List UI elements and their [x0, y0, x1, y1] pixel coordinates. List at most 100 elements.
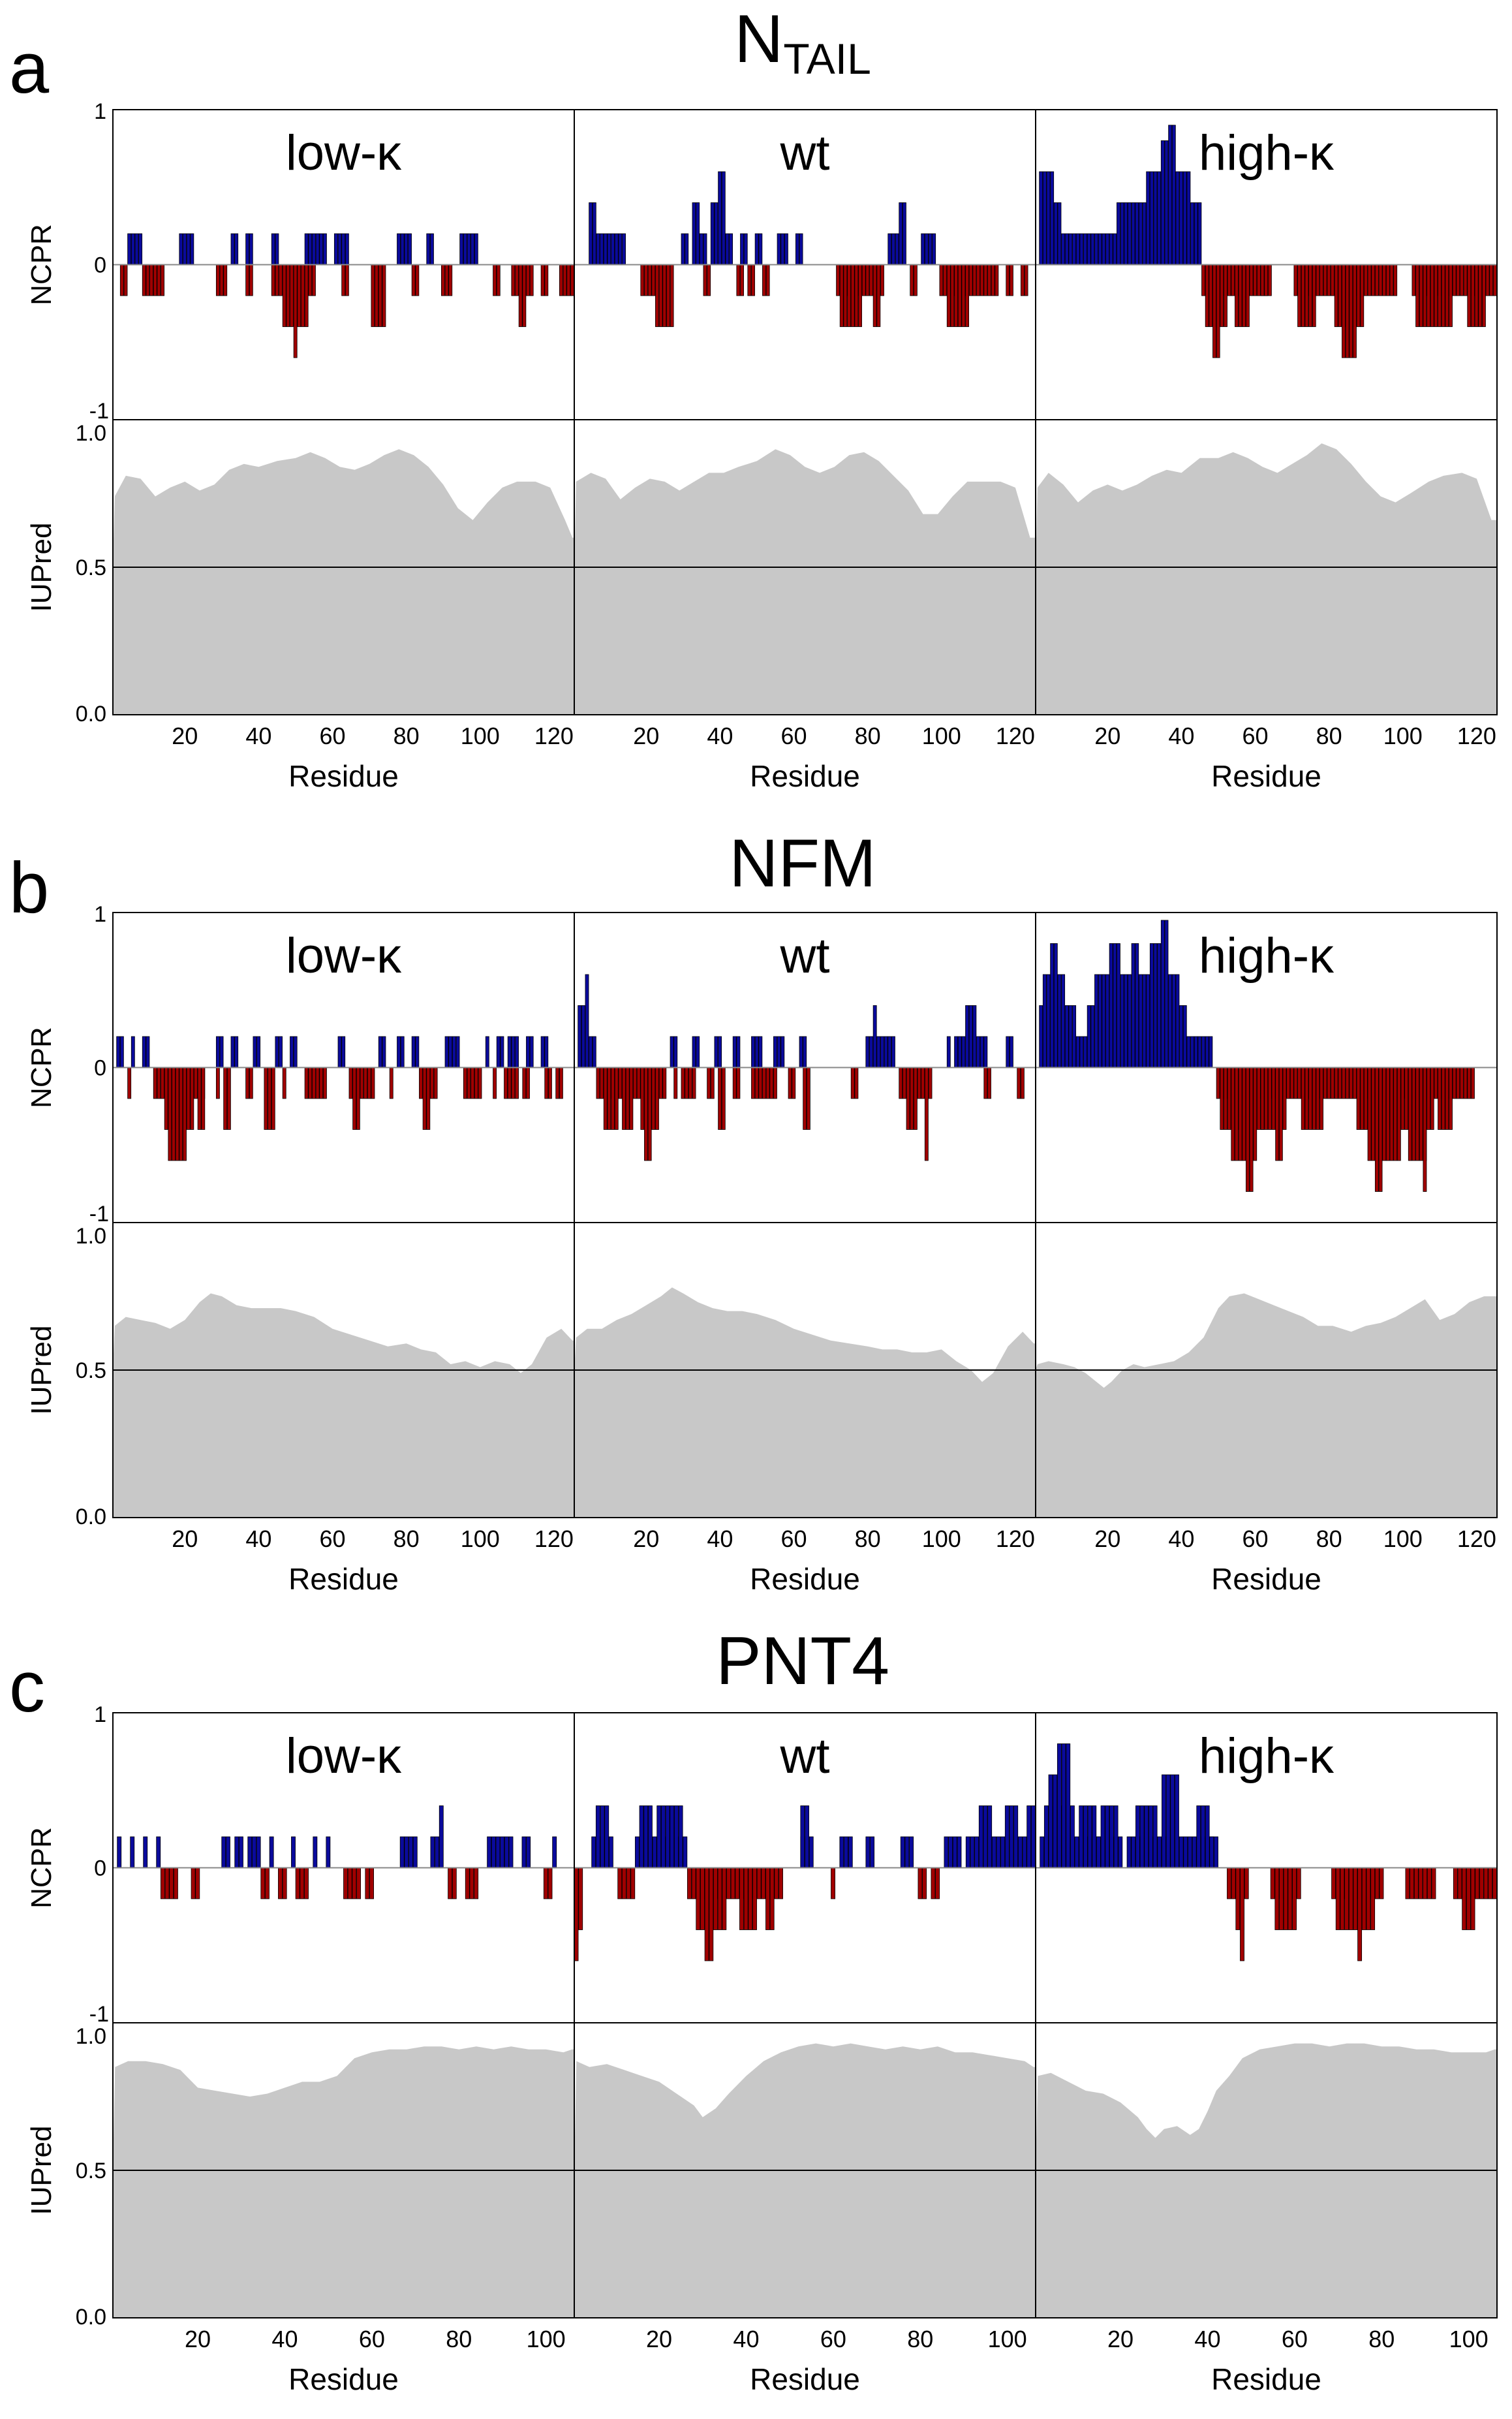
ncpr-bar-negative [1323, 264, 1327, 296]
ncpr-bar-positive [902, 202, 906, 265]
ncpr-bar-negative [696, 1867, 701, 1930]
ncpr-bar-positive [1117, 202, 1120, 265]
ncpr-bar-positive [1083, 1036, 1087, 1068]
ncpr-bar-negative [540, 264, 545, 296]
ncpr-bar-positive [1061, 1743, 1066, 1868]
ncpr-bar-positive [1105, 233, 1109, 265]
ncpr-bar-positive [127, 233, 132, 265]
ncpr-bar-positive [799, 1036, 803, 1068]
iupred-profile [113, 2046, 574, 2318]
ncpr-bar-positive [142, 1036, 146, 1068]
ncpr-bar-positive [1064, 1005, 1069, 1068]
ncpr-bar-negative [950, 264, 955, 327]
ncpr-bar-positive [732, 1036, 737, 1068]
iupred-tick-label: 1.0 [76, 2024, 106, 2049]
ncpr-bar-positive [729, 233, 733, 265]
ncpr-bar-positive [1053, 943, 1058, 1068]
ncpr-bar-negative [1449, 264, 1453, 327]
ncpr-bar-negative [655, 1067, 659, 1130]
ncpr-bar-positive [271, 233, 275, 265]
ncpr-bar-negative [1430, 264, 1434, 327]
ncpr-bar-negative [946, 264, 951, 327]
ncpr-bar-negative [1371, 1067, 1376, 1161]
ncpr-bar-negative [658, 1067, 663, 1099]
ncpr-bar-negative [899, 1067, 903, 1099]
ncpr-bar-negative [444, 264, 449, 296]
ncpr-bar-positive [1209, 1836, 1214, 1868]
ncpr-bar-positive [1170, 1774, 1175, 1868]
ncpr-bar-positive [983, 1036, 988, 1068]
ncpr-bar-positive [119, 1036, 124, 1068]
ncpr-bar-positive [1186, 1036, 1191, 1068]
ncpr-bar-positive [758, 233, 763, 265]
panel-name: wt [780, 928, 830, 984]
ncpr-bar-positive [604, 1805, 609, 1868]
ncpr-bar-negative [452, 1867, 457, 1899]
ncpr-bar-positive [1057, 202, 1062, 265]
ncpr-bar-negative [1279, 1867, 1284, 1930]
ncpr-bar-negative [548, 1867, 553, 1899]
ncpr-bar-positive [661, 1805, 666, 1868]
ncpr-bar-negative [341, 264, 346, 296]
iupred-profile [574, 2043, 1036, 2318]
ncpr-bar-positive [1209, 1036, 1213, 1068]
ncpr-bar-positive [504, 1836, 509, 1868]
ncpr-bar-negative [961, 264, 966, 327]
iupred-profile [1036, 2043, 1497, 2318]
ncpr-bar-negative [803, 1067, 807, 1130]
ncpr-bar-negative [651, 1067, 656, 1130]
ncpr-bar-positive [754, 1036, 759, 1068]
ncpr-bar-negative [910, 264, 914, 296]
x-axis-label: Residue [288, 1562, 399, 1596]
ncpr-bar-positive [1057, 1743, 1062, 1868]
ncpr-bar-positive [1072, 233, 1077, 265]
ncpr-bar-negative [415, 264, 420, 296]
ncpr-bar-negative [275, 264, 279, 296]
ncpr-bar-positive [740, 233, 744, 265]
ncpr-bar-positive [400, 1036, 405, 1068]
ncpr-bar-positive [1165, 1774, 1171, 1868]
ncpr-bar-positive [500, 1836, 505, 1868]
ncpr-bar-negative [921, 1067, 925, 1099]
ncpr-bar-negative [647, 264, 652, 296]
ncpr-bar-positive [411, 1036, 416, 1068]
ncpr-bar-positive [696, 1036, 700, 1068]
ncpr-bar-positive [1182, 1005, 1187, 1068]
ncpr-bar-negative [1235, 1067, 1239, 1161]
ncpr-bar-positive [426, 233, 431, 265]
ncpr-bar-positive [1075, 233, 1080, 265]
ncpr-bar-positive [1113, 943, 1117, 1068]
ncpr-bar-negative [1319, 1067, 1323, 1130]
ncpr-bar-negative [426, 1067, 431, 1130]
ncpr-bar-negative [1319, 264, 1323, 296]
ncpr-bar-positive [1179, 1005, 1184, 1068]
ncpr-bar-positive [954, 1036, 959, 1068]
ncpr-bar-positive [1042, 974, 1047, 1068]
ncpr-bar-negative [666, 264, 670, 327]
ncpr-bar-positive [673, 1036, 678, 1068]
ncpr-bar-negative [169, 1867, 174, 1899]
ncpr-bar-negative [1408, 1067, 1412, 1161]
ncpr-axis-label: NCPR [25, 1827, 57, 1909]
ncpr-bar-negative [1427, 264, 1431, 327]
ncpr-bar-positive [1171, 125, 1176, 265]
ncpr-bar-negative [752, 1867, 757, 1930]
ncpr-bar-positive [239, 1836, 243, 1868]
ncpr-bar-negative [918, 1867, 923, 1899]
ncpr-bar-positive [800, 1805, 805, 1868]
ncpr-bar-positive [117, 1836, 122, 1868]
ncpr-bar-negative [290, 264, 294, 327]
ncpr-bar-negative [987, 1067, 991, 1099]
ncpr-bar-negative [1360, 264, 1365, 327]
ncpr-bar-positive [980, 1036, 984, 1068]
ncpr-bar-negative [1382, 264, 1387, 296]
ncpr-bar-negative [991, 264, 995, 296]
ncpr-bar-negative [1264, 264, 1269, 296]
ncpr-bar-positive [293, 1036, 298, 1068]
ncpr-bar-negative [1334, 1067, 1338, 1099]
ncpr-bar-negative [1344, 1867, 1350, 1930]
ncpr-bar-positive [1205, 1805, 1210, 1868]
ncpr-bar-negative [304, 1867, 309, 1899]
title-main: N [734, 1, 783, 77]
